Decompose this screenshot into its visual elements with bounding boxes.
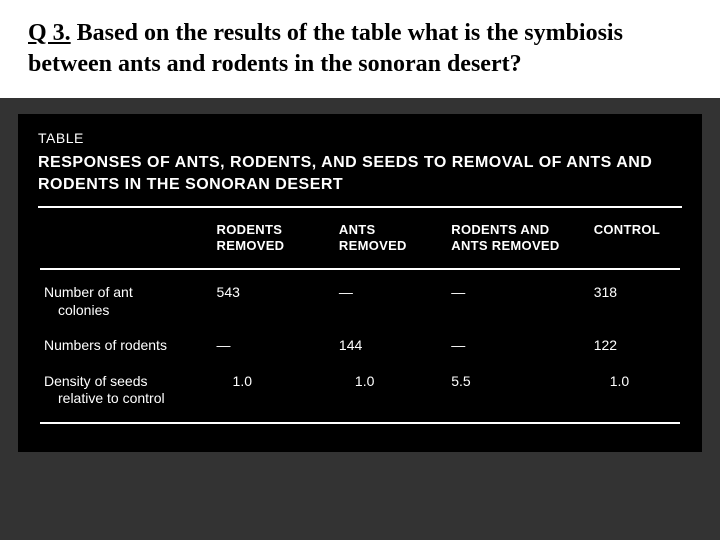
rule-bottom: [40, 422, 680, 424]
header-col-2-line2: REMOVED: [339, 238, 407, 253]
row-label-line1: Numbers of rodents: [44, 337, 167, 353]
header-col-2: ANTS REMOVED: [335, 214, 445, 263]
row-label: Numbers of rodents: [40, 329, 211, 363]
cell: 122: [590, 329, 680, 363]
cell: —: [447, 329, 587, 363]
header-col-4-line1: CONTROL: [594, 222, 660, 237]
header-col-4: CONTROL: [590, 214, 680, 263]
table-header-row: RODENTS REMOVED ANTS REMOVED RODENTS AND…: [40, 214, 680, 263]
cell: —: [213, 329, 333, 363]
table-label: TABLE: [38, 130, 682, 146]
question-text: Q 3. Based on the results of the table w…: [28, 18, 692, 80]
cell: 318: [590, 276, 680, 327]
cell: 1.0: [335, 365, 445, 416]
header-col-1-line2: REMOVED: [217, 238, 285, 253]
cell: 1.0: [213, 365, 333, 416]
question-body: Based on the results of the table what i…: [28, 20, 623, 77]
question-block: Q 3. Based on the results of the table w…: [0, 0, 720, 98]
header-col-3-line2: ANTS REMOVED: [451, 238, 559, 253]
header-empty: [40, 214, 211, 263]
row-label-line1: Number of ant: [44, 284, 133, 300]
question-prefix: Q 3.: [28, 20, 71, 46]
cell: —: [447, 276, 587, 327]
cell: 1.0: [590, 365, 680, 416]
table-title: RESPONSES OF ANTS, RODENTS, AND SEEDS TO…: [38, 152, 682, 195]
header-col-2-line1: ANTS: [339, 222, 376, 237]
header-col-1-line1: RODENTS: [217, 222, 283, 237]
table-row: Density of seeds relative to control 1.0…: [40, 365, 680, 416]
header-col-3-line1: RODENTS AND: [451, 222, 549, 237]
cell: 543: [213, 276, 333, 327]
table-row: Number of ant colonies 543 — — 318: [40, 276, 680, 327]
row-label-line2: relative to control: [44, 390, 207, 408]
data-table: RODENTS REMOVED ANTS REMOVED RODENTS AND…: [38, 212, 682, 430]
table-block: TABLE RESPONSES OF ANTS, RODENTS, AND SE…: [18, 114, 702, 451]
row-label: Number of ant colonies: [40, 276, 211, 327]
row-label-line1: Density of seeds: [44, 373, 148, 389]
header-col-1: RODENTS REMOVED: [213, 214, 333, 263]
rule-under-header: [40, 268, 680, 270]
cell: 5.5: [447, 365, 587, 416]
cell: 144: [335, 329, 445, 363]
rule-top: [38, 206, 682, 208]
cell: —: [335, 276, 445, 327]
row-label: Density of seeds relative to control: [40, 365, 211, 416]
row-label-line2: colonies: [44, 302, 207, 320]
table-row: Numbers of rodents — 144 — 122: [40, 329, 680, 363]
header-col-3: RODENTS AND ANTS REMOVED: [447, 214, 587, 263]
